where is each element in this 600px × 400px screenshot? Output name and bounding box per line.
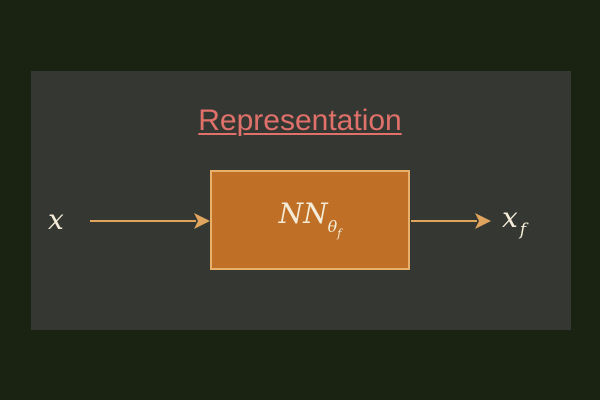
output-node-label-subscript: f (519, 220, 527, 240)
nn-block-label-theta: θ (327, 217, 338, 236)
output-node-label-main: x (502, 201, 518, 234)
nn-block (210, 170, 410, 270)
input-arrowhead (194, 213, 210, 229)
input-arrow (90, 213, 210, 229)
output-arrowhead (475, 213, 491, 229)
input-node-label: x (48, 203, 64, 236)
nn-block-label-main: NN (278, 197, 328, 230)
output-arrow (411, 213, 491, 229)
diagram-title: Representation (198, 104, 402, 137)
nn-block-label-subscript: θf (327, 217, 342, 240)
nn-block-label: NNθf (210, 196, 410, 252)
nn-block-label-subsubscript: f (337, 227, 342, 240)
